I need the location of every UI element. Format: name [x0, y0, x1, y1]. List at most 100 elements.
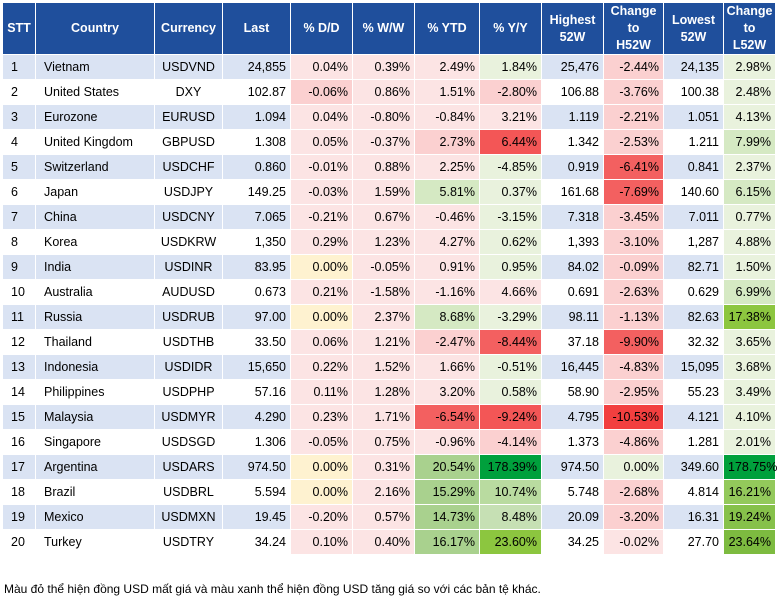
cell-change-to-h52w: -2.21% — [603, 104, 664, 130]
table-row: 17 Argentina USDARS 974.50 0.00% 0.31% 20.54% 1… — [2, 454, 777, 480]
cell-highest-52w: 1.119 — [541, 104, 604, 130]
cell-pct-dd: -0.20% — [290, 504, 353, 530]
cell-change-to-h52w: -2.53% — [603, 129, 664, 155]
cell-stt: 4 — [2, 129, 36, 155]
cell-pct-ww: 1.71% — [352, 404, 415, 430]
cell-pct-ytd: 1.51% — [414, 79, 480, 105]
cell-highest-52w: 34.25 — [541, 529, 604, 555]
cell-highest-52w: 974.50 — [541, 454, 604, 480]
cell-pct-ytd: 2.49% — [414, 54, 480, 80]
cell-pct-dd: -0.21% — [290, 204, 353, 230]
cell-country: Philippines — [35, 379, 155, 405]
cell-stt: 7 — [2, 204, 36, 230]
cell-pct-ytd: 4.27% — [414, 229, 480, 255]
cell-currency: DXY — [154, 79, 223, 105]
cell-pct-yy: 6.44% — [479, 129, 542, 155]
cell-country: United Kingdom — [35, 129, 155, 155]
header-last: Last — [222, 2, 291, 55]
cell-country: Japan — [35, 179, 155, 205]
cell-pct-yy: -2.80% — [479, 79, 542, 105]
cell-change-to-l52w: 19.24% — [723, 504, 776, 530]
cell-pct-dd: 0.04% — [290, 54, 353, 80]
cell-lowest-52w: 7.011 — [663, 204, 724, 230]
cell-lowest-52w: 55.23 — [663, 379, 724, 405]
cell-last: 149.25 — [222, 179, 291, 205]
cell-currency: USDMYR — [154, 404, 223, 430]
cell-country: Australia — [35, 279, 155, 305]
cell-pct-dd: -0.05% — [290, 429, 353, 455]
table-row: 1 Vietnam USDVND 24,855 0.04% 0.39% 2.49% 1.84%… — [2, 54, 776, 80]
cell-pct-ytd: 0.91% — [414, 254, 480, 280]
cell-change-to-h52w: -6.41% — [603, 154, 664, 180]
cell-change-to-h52w: -4.86% — [603, 429, 664, 455]
cell-country: Singapore — [35, 429, 155, 455]
header-row: STT Country Currency Last% D/D% W/W% YTD% Y… — [2, 2, 776, 55]
cell-pct-ww: 0.86% — [352, 79, 415, 105]
header-pct-dd: % D/D — [290, 2, 353, 55]
cell-pct-dd: 0.00% — [290, 479, 353, 505]
cell-stt: 9 — [2, 254, 36, 280]
cell-pct-yy: 178.39% — [479, 454, 542, 480]
cell-stt: 16 — [2, 429, 36, 455]
table-row: 10 Australia AUDUSD 0.673 0.21% -1.58% -1.16% 4… — [2, 279, 776, 305]
cell-country: Argentina — [35, 454, 155, 480]
cell-pct-yy: 0.37% — [479, 179, 542, 205]
cell-last: 97.00 — [222, 304, 291, 330]
cell-pct-yy: -0.51% — [479, 354, 542, 380]
cell-lowest-52w: 24,135 — [663, 54, 724, 80]
cell-change-to-h52w: -2.95% — [603, 379, 664, 405]
cell-pct-ww: -0.37% — [352, 129, 415, 155]
cell-lowest-52w: 1.281 — [663, 429, 724, 455]
cell-last: 1,350 — [222, 229, 291, 255]
cell-change-to-l52w: 3.65% — [723, 329, 776, 355]
cell-lowest-52w: 0.841 — [663, 154, 724, 180]
table-row: 11 Russia USDRUB 97.00 0.00% 2.37% 8.68% -3.29%… — [2, 304, 776, 330]
cell-change-to-l52w: 23.64% — [723, 529, 776, 555]
cell-stt: 13 — [2, 354, 36, 380]
cell-currency: USDPHP — [154, 379, 223, 405]
cell-pct-ww: 2.16% — [352, 479, 415, 505]
cell-country: Vietnam — [35, 54, 155, 80]
cell-lowest-52w: 100.38 — [663, 79, 724, 105]
cell-currency: USDCHF — [154, 154, 223, 180]
header-pct-ww: % W/W — [352, 2, 415, 55]
cell-pct-dd: 0.11% — [290, 379, 353, 405]
cell-pct-dd: -0.06% — [290, 79, 353, 105]
cell-pct-dd: 0.21% — [290, 279, 353, 305]
cell-pct-ww: 1.21% — [352, 329, 415, 355]
cell-change-to-h52w: -1.13% — [603, 304, 664, 330]
cell-pct-ww: 0.75% — [352, 429, 415, 455]
cell-currency: USDIDR — [154, 354, 223, 380]
cell-pct-ytd: 3.20% — [414, 379, 480, 405]
cell-currency: USDINR — [154, 254, 223, 280]
cell-lowest-52w: 4.814 — [663, 479, 724, 505]
cell-change-to-h52w: -3.10% — [603, 229, 664, 255]
cell-last: 974.50 — [222, 454, 291, 480]
cell-highest-52w: 5.748 — [541, 479, 604, 505]
cell-last: 0.673 — [222, 279, 291, 305]
cell-stt: 6 — [2, 179, 36, 205]
cell-pct-ytd: 5.81% — [414, 179, 480, 205]
cell-change-to-l52w: 16.21% — [723, 479, 776, 505]
cell-currency: GBPUSD — [154, 129, 223, 155]
cell-pct-ww: 1.52% — [352, 354, 415, 380]
cell-country: Malaysia — [35, 404, 155, 430]
cell-highest-52w: 4.795 — [541, 404, 604, 430]
cell-highest-52w: 20.09 — [541, 504, 604, 530]
cell-pct-dd: -0.01% — [290, 154, 353, 180]
cell-pct-ytd: -0.46% — [414, 204, 480, 230]
cell-currency: USDKRW — [154, 229, 223, 255]
cell-pct-ytd: -0.84% — [414, 104, 480, 130]
header-lowest-52w: Lowest 52W — [663, 2, 724, 55]
cell-pct-ytd: 14.73% — [414, 504, 480, 530]
header-change-to-h52w: Change to H52W — [603, 2, 664, 55]
cell-pct-ww: 0.88% — [352, 154, 415, 180]
cell-pct-yy: -4.14% — [479, 429, 542, 455]
cell-pct-dd: 0.29% — [290, 229, 353, 255]
cell-currency: USDTHB — [154, 329, 223, 355]
cell-highest-52w: 1.373 — [541, 429, 604, 455]
table-row: 2 United States DXY 102.87 -0.06% 0.86% 1.51% -… — [2, 79, 776, 105]
cell-pct-ytd: 20.54% — [414, 454, 480, 480]
cell-change-to-h52w: -10.53% — [603, 404, 664, 430]
cell-country: Switzerland — [35, 154, 155, 180]
